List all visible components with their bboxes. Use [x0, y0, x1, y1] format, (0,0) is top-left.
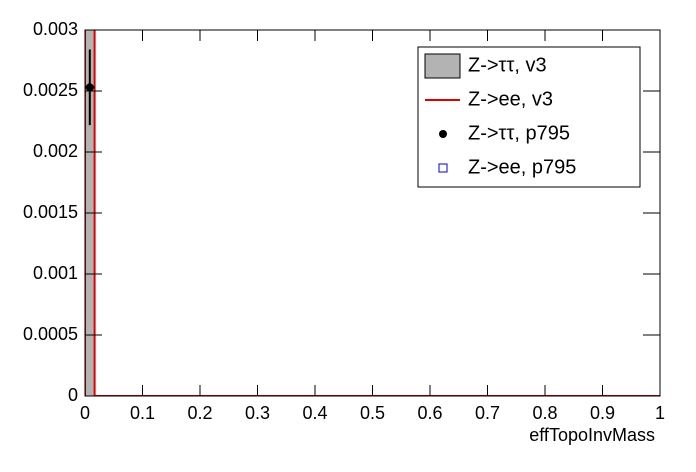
x-tick-label: 0.9 — [590, 403, 615, 423]
x-tick-label: 1 — [655, 403, 665, 423]
y-tick-label: 0.0015 — [23, 202, 78, 222]
y-tick-label: 0.003 — [33, 19, 78, 39]
x-tick-label: 0.6 — [417, 403, 442, 423]
x-tick-label: 0.2 — [187, 403, 212, 423]
x-tick-label: 0.4 — [302, 403, 327, 423]
legend-label: Z->ττ, p795 — [468, 122, 570, 144]
x-tick-label: 0.7 — [475, 403, 500, 423]
legend: Z->ττ, v3 Z->ee, v3 Z->ττ, p795 Z->ee, p795 — [417, 46, 641, 188]
x-tick-label: 0.1 — [130, 403, 155, 423]
legend-swatch — [439, 130, 447, 138]
y-tick-label: 0.0005 — [23, 324, 78, 344]
legend-label: Z->ττ, v3 — [468, 54, 547, 76]
y-tick-label: 0.0025 — [23, 80, 78, 100]
legend-label: Z->ee, p795 — [468, 156, 576, 178]
legend-swatch — [438, 163, 448, 173]
legend-swatch — [424, 53, 461, 79]
y-tick-label: 0 — [68, 385, 78, 405]
x-axis-label: effTopoInvMass — [529, 425, 655, 445]
x-tick-label: 0.8 — [532, 403, 557, 423]
x-tick-label: 0.5 — [360, 403, 385, 423]
y-tick-label: 0.002 — [33, 141, 78, 161]
y-tick-label: 0.001 — [33, 263, 78, 283]
legend-label: Z->ee, v3 — [468, 88, 553, 110]
x-tick-label: 0.3 — [245, 403, 270, 423]
x-tick-label: 0 — [80, 403, 90, 423]
data-point — [85, 83, 94, 92]
